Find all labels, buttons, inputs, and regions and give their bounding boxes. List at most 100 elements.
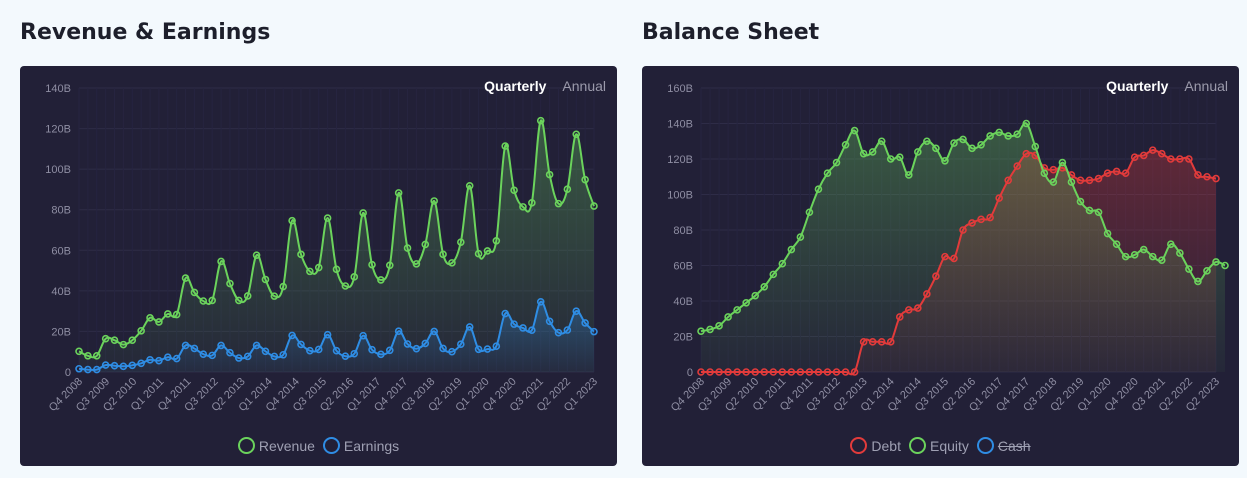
- data-point-debt: [823, 368, 832, 376]
- data-point-earnings: [92, 365, 101, 374]
- data-point-debt: [814, 368, 823, 376]
- legend-label-revenue: Revenue: [258, 437, 315, 454]
- data-point-equity: [959, 135, 967, 144]
- y-tick-label: 20B: [673, 332, 693, 344]
- data-point-equity: [1058, 158, 1067, 167]
- data-point-earnings: [217, 341, 225, 350]
- legend-item-cash[interactable]: Cash: [976, 437, 1031, 454]
- data-point-revenue: [412, 260, 421, 268]
- data-point-earnings: [528, 326, 536, 335]
- y-tick-label: 80B: [673, 225, 693, 237]
- revenue-quarterly-tab[interactable]: Quarterly: [484, 78, 547, 94]
- data-point-revenue: [243, 292, 252, 300]
- data-point-equity: [941, 156, 949, 165]
- data-point-revenue: [235, 296, 243, 305]
- data-point-debt: [977, 215, 985, 224]
- y-tick-label: 80B: [51, 205, 71, 217]
- data-point-debt: [841, 368, 850, 376]
- data-point-revenue: [368, 260, 376, 269]
- data-point-revenue: [84, 351, 92, 360]
- data-point-revenue: [545, 170, 554, 179]
- data-point-equity: [841, 141, 850, 149]
- data-point-debt: [1004, 176, 1012, 185]
- data-point-earnings: [501, 309, 510, 318]
- data-point-equity: [697, 327, 705, 335]
- data-point-revenue: [501, 142, 510, 150]
- data-point-revenue: [483, 247, 492, 255]
- data-point-debt: [941, 252, 949, 261]
- y-tick-label: 60B: [673, 261, 693, 273]
- legend-item-revenue[interactable]: Revenue: [237, 437, 315, 454]
- y-tick-label: 160B: [667, 83, 693, 95]
- data-point-debt: [995, 194, 1003, 202]
- data-point-equity: [968, 144, 976, 153]
- data-point-debt: [1085, 176, 1094, 185]
- data-point-revenue: [163, 310, 172, 318]
- y-tick-label: 120B: [667, 154, 693, 166]
- data-point-revenue: [75, 347, 83, 356]
- data-point-revenue: [510, 186, 518, 195]
- legend-item-debt[interactable]: Debt: [850, 437, 901, 454]
- data-point-revenue: [359, 209, 367, 217]
- data-point-earnings: [119, 362, 128, 371]
- data-point-earnings: [243, 352, 252, 361]
- data-point-revenue: [332, 265, 341, 274]
- data-point-equity: [932, 144, 940, 153]
- data-point-earnings: [350, 349, 359, 358]
- data-point-debt: [1194, 171, 1202, 179]
- data-point-equity: [1067, 178, 1076, 186]
- data-point-earnings: [394, 327, 403, 336]
- data-point-equity: [733, 306, 741, 314]
- data-point-earnings: [554, 328, 563, 337]
- data-point-debt: [1049, 165, 1058, 174]
- data-point-debt: [886, 338, 895, 346]
- data-point-revenue: [554, 199, 563, 208]
- data-point-equity: [1139, 245, 1148, 254]
- data-point-earnings: [457, 340, 465, 349]
- data-point-earnings: [146, 356, 154, 364]
- data-point-equity: [796, 233, 805, 241]
- data-point-earnings: [332, 346, 341, 355]
- data-point-revenue: [110, 336, 119, 344]
- data-point-debt: [1121, 169, 1130, 177]
- legend-item-equity[interactable]: Equity: [908, 437, 969, 454]
- data-point-debt: [914, 304, 922, 312]
- data-point-equity: [1157, 256, 1166, 264]
- legend-item-earnings[interactable]: Earnings: [322, 437, 399, 454]
- data-point-revenue: [403, 244, 412, 252]
- data-point-revenue: [474, 249, 483, 258]
- legend-swatch-cash: [976, 437, 994, 454]
- data-point-equity: [1203, 267, 1211, 275]
- balance-quarterly-tab[interactable]: Quarterly: [1106, 78, 1169, 94]
- data-point-revenue: [581, 175, 589, 184]
- data-point-debt: [832, 368, 841, 376]
- data-point-equity: [805, 208, 814, 217]
- data-point-revenue: [146, 314, 154, 322]
- data-point-revenue: [572, 130, 581, 139]
- data-point-earnings: [226, 348, 234, 357]
- data-point-revenue: [457, 238, 465, 246]
- data-point-revenue: [341, 282, 350, 290]
- series-area-revenue: [79, 120, 594, 372]
- data-point-debt: [706, 368, 714, 376]
- data-point-revenue: [528, 199, 536, 207]
- balance-annual-tab[interactable]: Annual: [1184, 78, 1228, 94]
- y-tick-label: 140B: [667, 119, 693, 131]
- legend-swatch-equity: [908, 437, 926, 454]
- data-point-equity: [751, 291, 760, 300]
- revenue-annual-tab[interactable]: Annual: [562, 78, 606, 94]
- data-point-earnings: [563, 326, 572, 334]
- data-point-debt: [1167, 155, 1175, 163]
- data-point-debt: [697, 368, 705, 376]
- data-point-equity: [1121, 252, 1130, 261]
- series-area-earnings: [79, 301, 594, 372]
- data-point-earnings: [492, 342, 501, 351]
- data-point-equity: [895, 153, 904, 162]
- data-point-equity: [914, 148, 922, 156]
- data-point-debt: [859, 338, 868, 346]
- data-point-earnings: [421, 339, 430, 348]
- data-point-revenue: [137, 327, 145, 335]
- data-point-earnings: [581, 319, 589, 327]
- data-point-revenue: [394, 189, 403, 197]
